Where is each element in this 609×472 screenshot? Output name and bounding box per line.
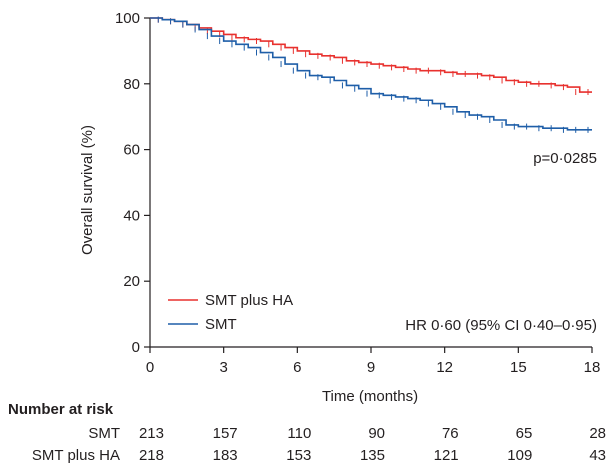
risk-table: Number at risk SMT 213 157 110 90 76 65 28 SMT p… — [8, 401, 606, 464]
risk-count: 76 — [442, 425, 459, 442]
risk-rows: SMT 213 157 110 90 76 65 28 SMT plus HA 218 183 153… — [32, 425, 606, 464]
y-tick-label: 60 — [123, 142, 140, 159]
x-tick-label: 3 — [219, 359, 227, 376]
risk-count: 157 — [213, 425, 238, 442]
x-tick-label: 6 — [293, 359, 301, 376]
risk-count: 183 — [213, 447, 238, 464]
risk-count: 110 — [287, 425, 311, 442]
y-tick-label: 100 — [115, 10, 140, 27]
risk-count: 90 — [368, 425, 385, 442]
legend: SMT plus HA SMT — [168, 292, 293, 333]
curve-smt-plus-ha — [150, 17, 592, 93]
y-axis: 0 20 40 60 80 100 — [115, 10, 151, 356]
risk-count: 218 — [139, 447, 164, 464]
x-tick-label: 15 — [510, 359, 527, 376]
x-tick-label: 9 — [367, 359, 375, 376]
risk-count: 65 — [516, 425, 533, 442]
risk-count: 213 — [139, 425, 164, 442]
y-ticks: 0 20 40 60 80 100 — [115, 10, 150, 356]
y-tick-label: 40 — [123, 207, 140, 224]
legend-label-smt: SMT — [205, 316, 237, 333]
risk-count: 109 — [507, 447, 532, 464]
y-tick-label: 0 — [132, 339, 140, 356]
risk-count: 121 — [434, 447, 459, 464]
risk-count: 153 — [286, 447, 311, 464]
risk-count: 43 — [589, 447, 606, 464]
x-tick-label: 12 — [436, 359, 453, 376]
risk-count: 28 — [589, 425, 606, 442]
x-tick-label: 0 — [146, 359, 154, 376]
y-axis-title: Overall survival (%) — [79, 125, 96, 255]
y-tick-label: 20 — [123, 273, 140, 290]
legend-label-smt-plus-ha: SMT plus HA — [205, 292, 293, 309]
risk-table-header: Number at risk — [8, 401, 114, 418]
curve-smt — [150, 17, 592, 131]
x-tick-label: 18 — [584, 359, 601, 376]
x-axis-title: Time (months) — [322, 388, 418, 405]
y-tick-label: 80 — [123, 76, 140, 93]
survival-curves — [150, 16, 592, 133]
x-axis: 0 3 6 9 12 15 18 — [146, 346, 601, 376]
risk-row-label: SMT — [88, 425, 120, 442]
risk-count: 135 — [360, 447, 385, 464]
x-ticks: 0 3 6 9 12 15 18 — [146, 347, 601, 376]
hazard-ratio-label: HR 0·60 (95% CI 0·40–0·95) — [405, 317, 597, 334]
p-value-label: p=0·0285 — [533, 150, 597, 167]
risk-row-label: SMT plus HA — [32, 447, 120, 464]
